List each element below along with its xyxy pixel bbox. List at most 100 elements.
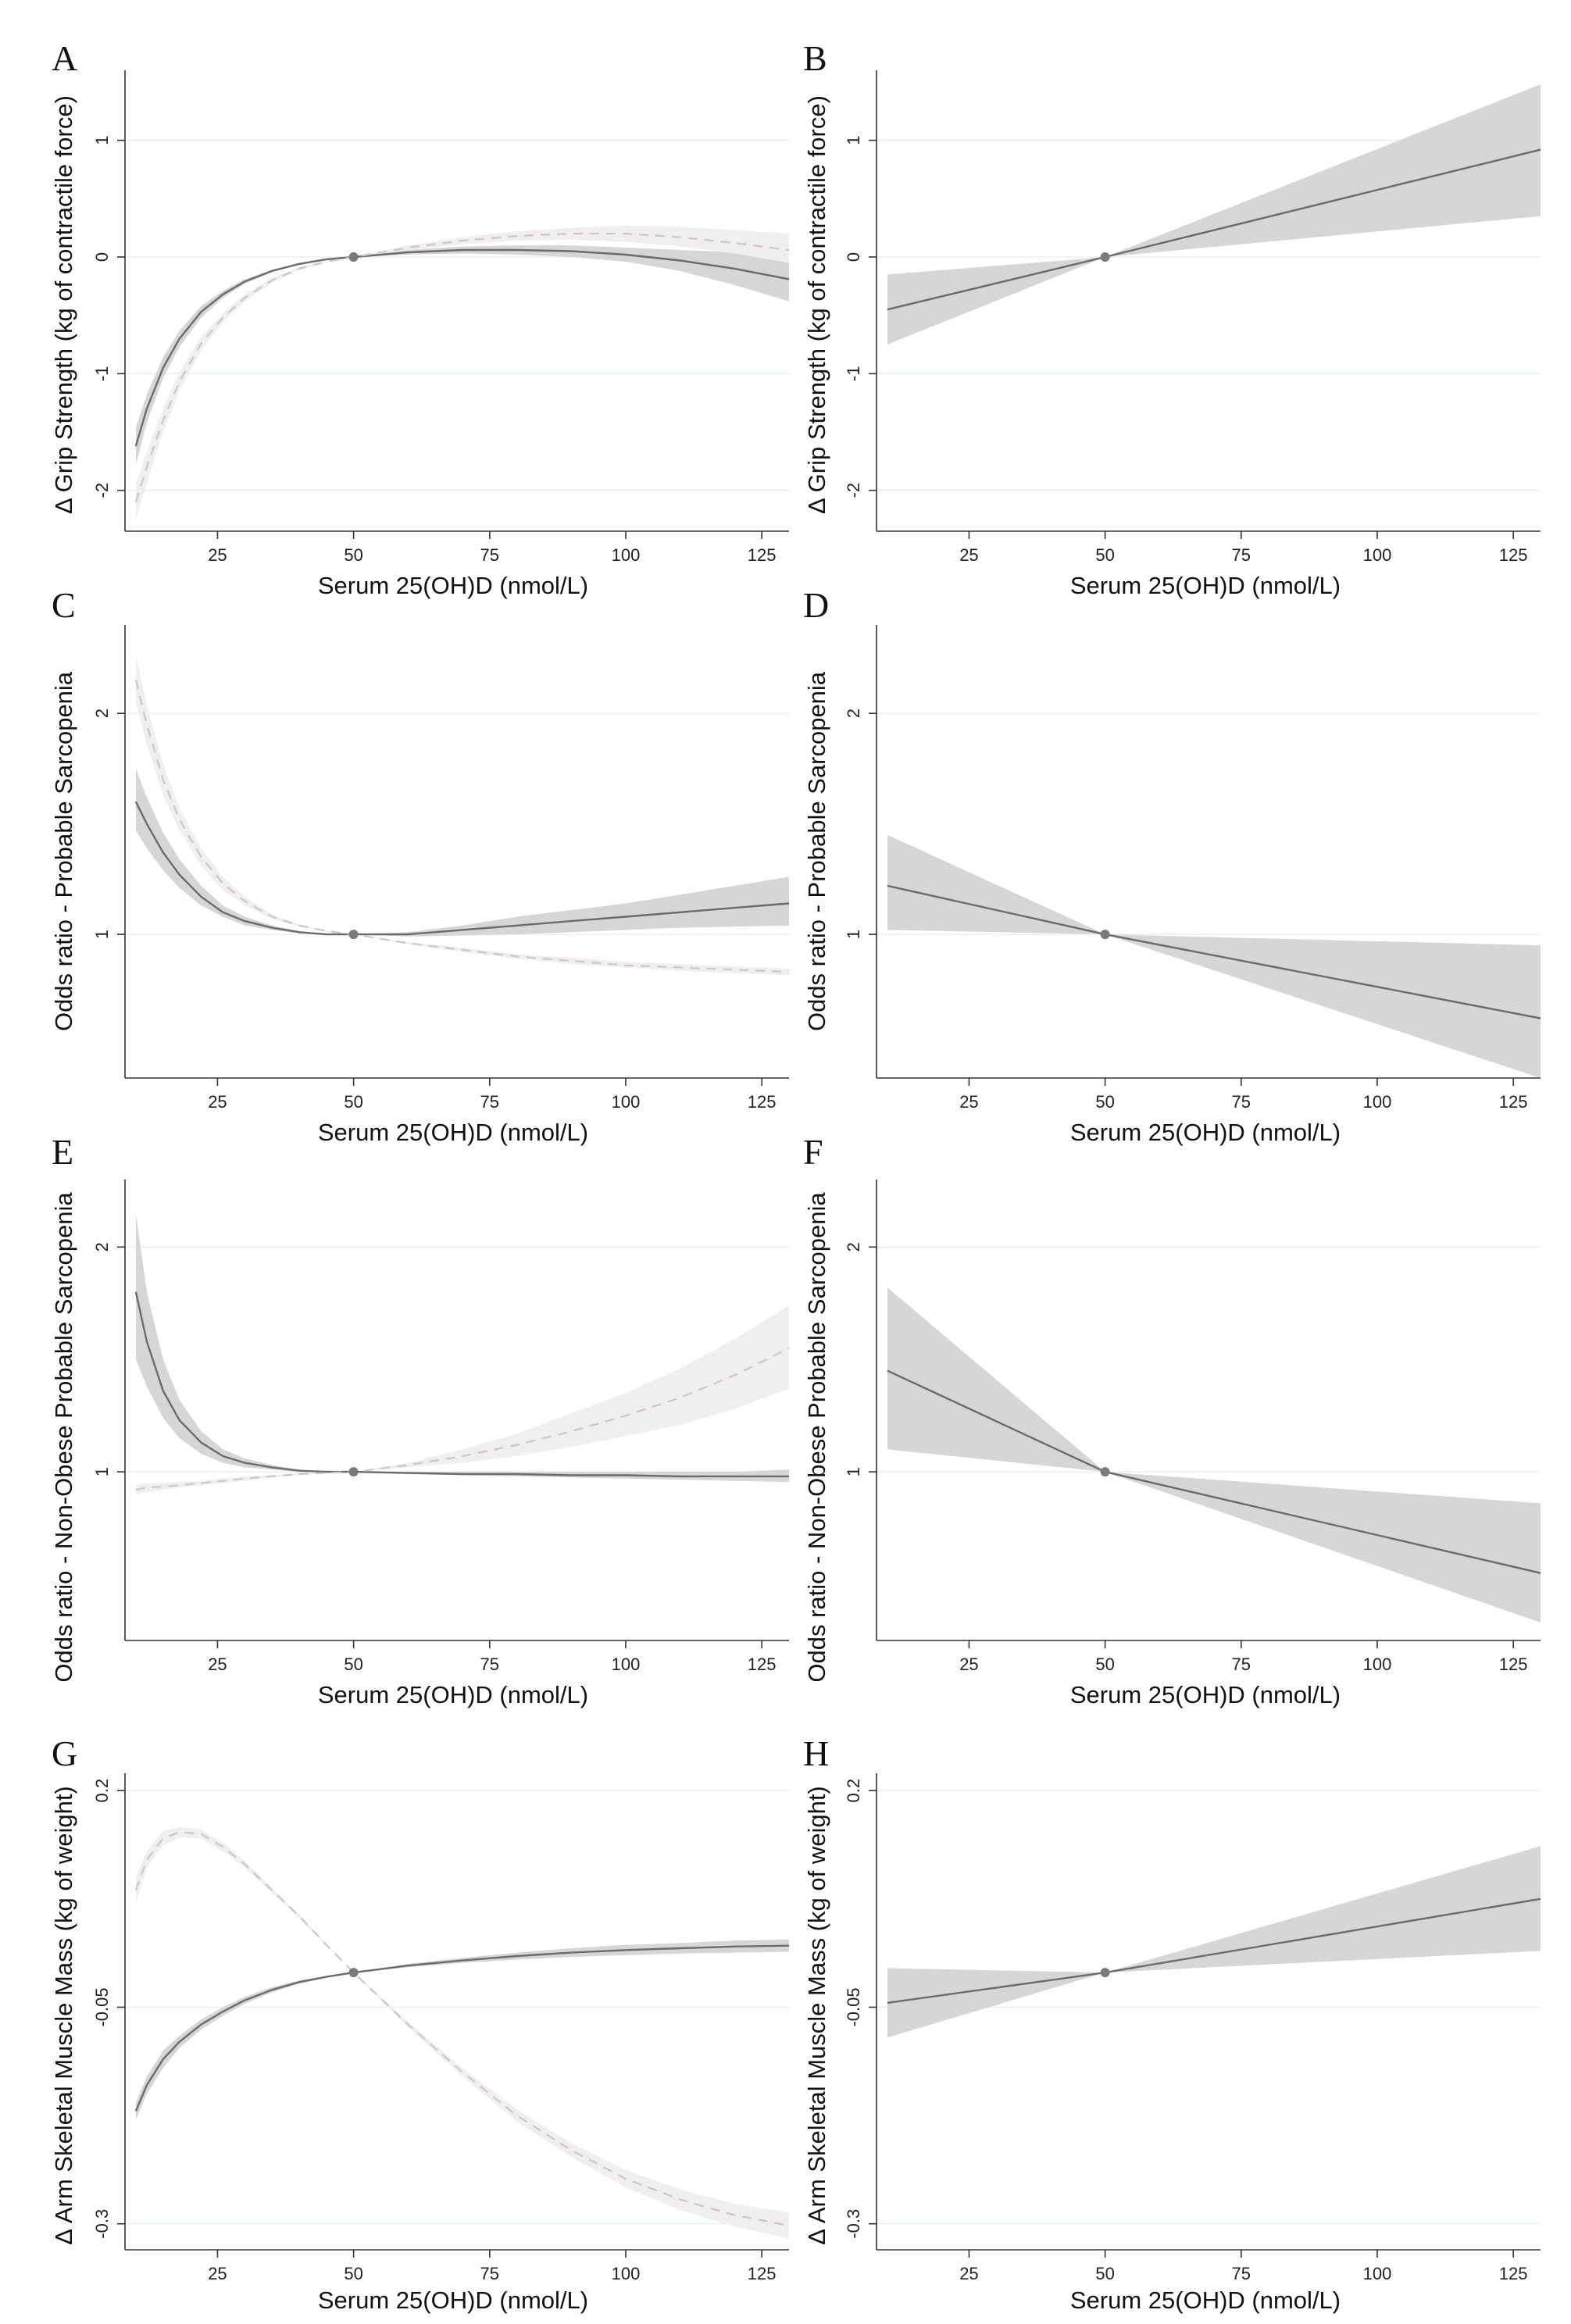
x-tick-label: 75 (480, 2264, 499, 2283)
series-line-dashed (134, 233, 790, 503)
ci-band-solid (887, 1846, 1541, 2038)
series-line-dashed (134, 680, 790, 973)
panel-d: D Odds ratio - Probable Sarcopenia Serum… (803, 585, 1341, 1146)
y-tick-label: 1 (844, 930, 863, 939)
y-axis-title: Odds ratio - Non-Obese Probable Sarcopen… (803, 1192, 830, 1683)
x-tick-label: 75 (480, 1092, 499, 1112)
series-line-solid (134, 1291, 789, 1478)
reference-point (1100, 1968, 1110, 1978)
x-tick-label: 125 (748, 1092, 777, 1112)
x-tick-label: 100 (1363, 1092, 1392, 1112)
y-axis-title: Δ Arm Skeletal Muscle Mass (kg of weight… (803, 1786, 830, 2245)
series-line-solid (134, 1944, 790, 2112)
x-axis-title: Serum 25(OH)D (nmol/L) (318, 1119, 588, 1146)
x-tick-label: 100 (612, 2264, 641, 2283)
ci-band-solid (135, 768, 789, 937)
y-tick-label: 1 (92, 135, 112, 145)
plot-a: 1 0 -1 -2 25 50 75 100 125 (92, 70, 790, 565)
x-tick-label: 125 (1499, 1092, 1528, 1112)
x-tick-label: 50 (1095, 545, 1114, 565)
series-line-solid (887, 148, 1541, 311)
ci-band-solid (887, 834, 1541, 1078)
x-tick-label: 25 (959, 1092, 978, 1112)
y-tick-label: -2 (844, 483, 863, 498)
y-tick-label: -0.05 (92, 1987, 112, 2026)
x-tick-label: 125 (748, 545, 777, 565)
ci-band-dashed (135, 1826, 789, 2239)
reference-point (1100, 252, 1110, 262)
x-axis-title: Serum 25(OH)D (nmol/L) (318, 572, 588, 599)
y-tick-label: 2 (844, 1242, 863, 1251)
x-tick-label: 100 (612, 1655, 641, 1674)
y-tick-label: 1 (844, 135, 863, 145)
panel-letter: F (803, 1132, 823, 1172)
y-tick-label: 1 (92, 1467, 112, 1476)
ci-band-solid (135, 245, 789, 465)
y-tick-label: 0.2 (844, 1779, 863, 1803)
reference-point (348, 1467, 359, 1477)
y-tick-label: -0.3 (844, 2209, 863, 2239)
reference-point (348, 252, 359, 262)
reference-point (348, 930, 359, 940)
x-tick-label: 125 (1499, 1655, 1528, 1674)
ci-band-dashed (135, 1305, 789, 1494)
x-tick-label: 25 (208, 545, 227, 565)
y-tick-label: -0.05 (844, 1987, 863, 2026)
y-tick-label: 0 (844, 252, 863, 262)
ci-band-solid (135, 1213, 789, 1483)
x-tick-label: 125 (1499, 545, 1528, 565)
y-tick-label: 0 (92, 252, 112, 262)
x-tick-label: 50 (344, 1655, 362, 1674)
series-line-dashed (134, 1831, 790, 2226)
x-tick-label: 125 (748, 1655, 777, 1674)
x-tick-label: 50 (1095, 1092, 1114, 1112)
ci-band-solid (887, 1287, 1541, 1623)
y-axis-title: Odds ratio - Probable Sarcopenia (50, 671, 77, 1031)
x-axis-title: Serum 25(OH)D (nmol/L) (1070, 1119, 1341, 1146)
x-tick-label: 75 (1232, 1092, 1251, 1112)
x-tick-label: 25 (959, 2264, 978, 2283)
y-tick-label: 1 (844, 1467, 863, 1476)
x-tick-label: 25 (208, 1092, 227, 1112)
x-tick-label: 75 (480, 545, 499, 565)
y-tick-label: -2 (92, 483, 112, 498)
panel-letter: E (52, 1132, 73, 1172)
panel-a: A Δ Grip Strength (kg of contractile for… (50, 38, 588, 599)
x-tick-label: 75 (480, 1655, 499, 1674)
y-axis-title: Odds ratio - Non-Obese Probable Sarcopen… (50, 1192, 77, 1683)
x-axis-title: Serum 25(OH)D (nmol/L) (1070, 572, 1341, 599)
plot-b: 1 0 -1 -2 25 50 75 100 125 (844, 70, 1541, 565)
panel-b: B Δ Grip Strength (kg of contractile for… (803, 38, 1341, 599)
panel-g: G Δ Arm Skeletal Muscle Mass (kg of weig… (50, 1733, 588, 2314)
x-tick-label: 100 (1363, 2264, 1392, 2283)
x-axis-title: Serum 25(OH)D (nmol/L) (1070, 1681, 1341, 1708)
panel-f: F Odds ratio - Non-Obese Probable Sarcop… (803, 1132, 1341, 1708)
plot-h: 0.2 -0.05 -0.3 25 50 75 100 125 (844, 1773, 1541, 2283)
x-tick-label: 125 (748, 2264, 777, 2283)
x-tick-label: 50 (344, 1092, 362, 1112)
panel-e: E Odds ratio - Non-Obese Probable Sarcop… (50, 1132, 588, 1708)
x-tick-label: 25 (208, 2264, 227, 2283)
series-line-solid (134, 801, 790, 936)
panel-h: H Δ Arm Skeletal Muscle Mass (kg of weig… (803, 1733, 1341, 2314)
panel-letter: G (52, 1733, 77, 1773)
x-tick-label: 125 (1499, 2264, 1528, 2283)
x-tick-label: 75 (1232, 2264, 1251, 2283)
x-tick-label: 25 (959, 545, 978, 565)
x-axis-title: Serum 25(OH)D (nmol/L) (318, 2287, 588, 2314)
series-line-dashed (135, 1347, 790, 1491)
y-tick-label: 2 (92, 1242, 112, 1251)
reference-point (348, 1968, 359, 1978)
panel-letter: A (52, 38, 77, 78)
ci-band-solid (887, 84, 1541, 345)
x-tick-label: 100 (612, 545, 641, 565)
y-axis-title: Δ Grip Strength (kg of contractile force… (803, 95, 830, 514)
y-tick-label: 1 (92, 930, 112, 939)
x-axis-title: Serum 25(OH)D (nmol/L) (318, 1681, 588, 1708)
y-tick-label: 2 (92, 709, 112, 718)
y-tick-label: 0.2 (92, 1779, 112, 1803)
